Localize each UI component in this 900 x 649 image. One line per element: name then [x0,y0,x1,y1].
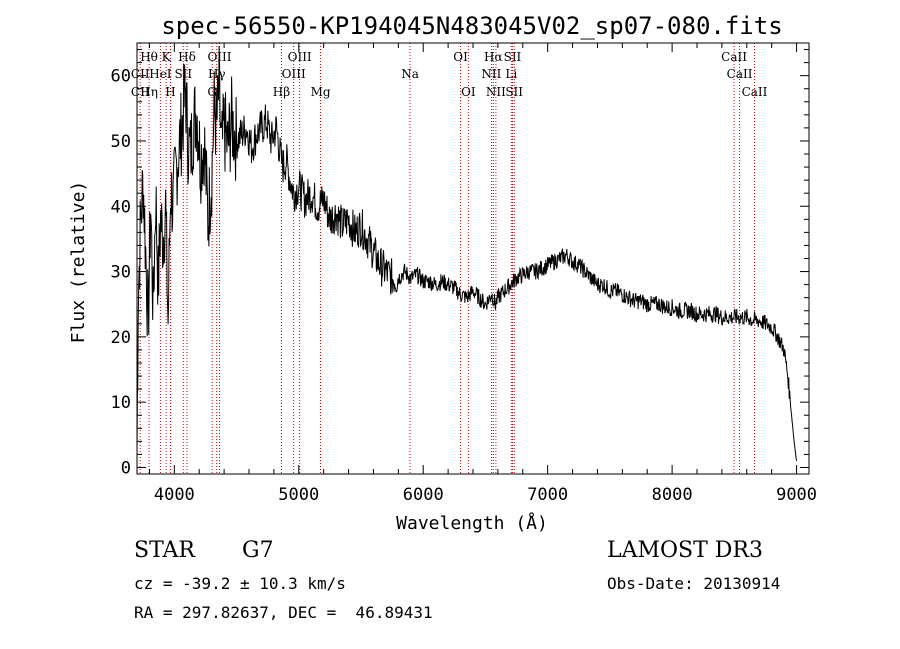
marker-label: CaII [727,67,753,81]
marker-label: HeI [149,67,172,81]
x-axis-ticks: 4000 5000 6000 7000 8000 9000 [148,43,817,505]
emission-line-labels: CIICIIHθHηHeIKHSIIHδGHγOIIIHβOIIIOIIIMgN… [131,50,768,99]
redshift-text: cz = -39.2 ± 10.3 km/s [134,574,346,593]
chart-title: spec-56550-KP194045N483045V02_sp07-080.f… [161,12,782,40]
object-subclass: G7 [242,538,274,563]
x-tick-label: 4000 [154,485,195,505]
y-axis-label: Flux (relative) [68,181,89,344]
marker-label: Hδ [178,50,196,64]
x-axis-label: Wavelength (Å) [396,512,548,534]
x-tick-label: 5000 [278,485,319,505]
plot-frame [136,42,810,475]
marker-label: Na [401,67,419,81]
y-tick-label: 50 [111,132,131,152]
spectrum-line [136,45,798,461]
marker-label: Li [505,67,517,81]
y-tick-label: 10 [111,393,131,413]
marker-label: Hα [484,50,503,64]
coordinates-text: RA = 297.82637, DEC = 46.89431 [134,603,433,622]
y-tick-label: 0 [121,458,131,478]
marker-label: OI [461,85,476,99]
x-tick-label: 8000 [652,485,693,505]
y-axis-ticks: 0 10 20 30 40 50 60 [111,49,809,478]
marker-label: G [207,85,217,99]
x-tick-label: 9000 [776,485,817,505]
spectrum-chart: spec-56550-KP194045N483045V02_sp07-080.f… [68,12,817,534]
marker-label: SII [505,85,523,99]
object-class: STAR [134,538,195,563]
y-tick-label: 60 [111,67,131,87]
marker-label: NII [481,67,501,81]
marker-label: NII [486,85,506,99]
x-tick-label: 6000 [403,485,444,505]
marker-label: Hβ [273,85,290,99]
marker-label: OI [453,50,468,64]
y-tick-label: 20 [111,328,131,348]
marker-label: Mg [311,85,331,99]
marker-label: CII [131,67,150,81]
x-tick-label: 7000 [527,485,568,505]
marker-label: K [162,50,172,64]
marker-label: CII [131,85,150,99]
marker-label: CaII [742,85,768,99]
marker-label: SII [504,50,522,64]
marker-label: Hγ [208,67,226,81]
marker-label: H [165,85,175,99]
marker-label: Hθ [140,50,158,64]
marker-label: CaII [721,50,747,64]
marker-label: OIII [282,67,306,81]
y-tick-label: 40 [111,197,131,217]
survey-name: LAMOST DR3 [607,538,763,563]
marker-label: Hη [140,85,158,99]
obs-date: Obs-Date: 20130914 [607,574,781,593]
marker-label: OIII [288,50,312,64]
y-tick-label: 30 [111,263,131,283]
